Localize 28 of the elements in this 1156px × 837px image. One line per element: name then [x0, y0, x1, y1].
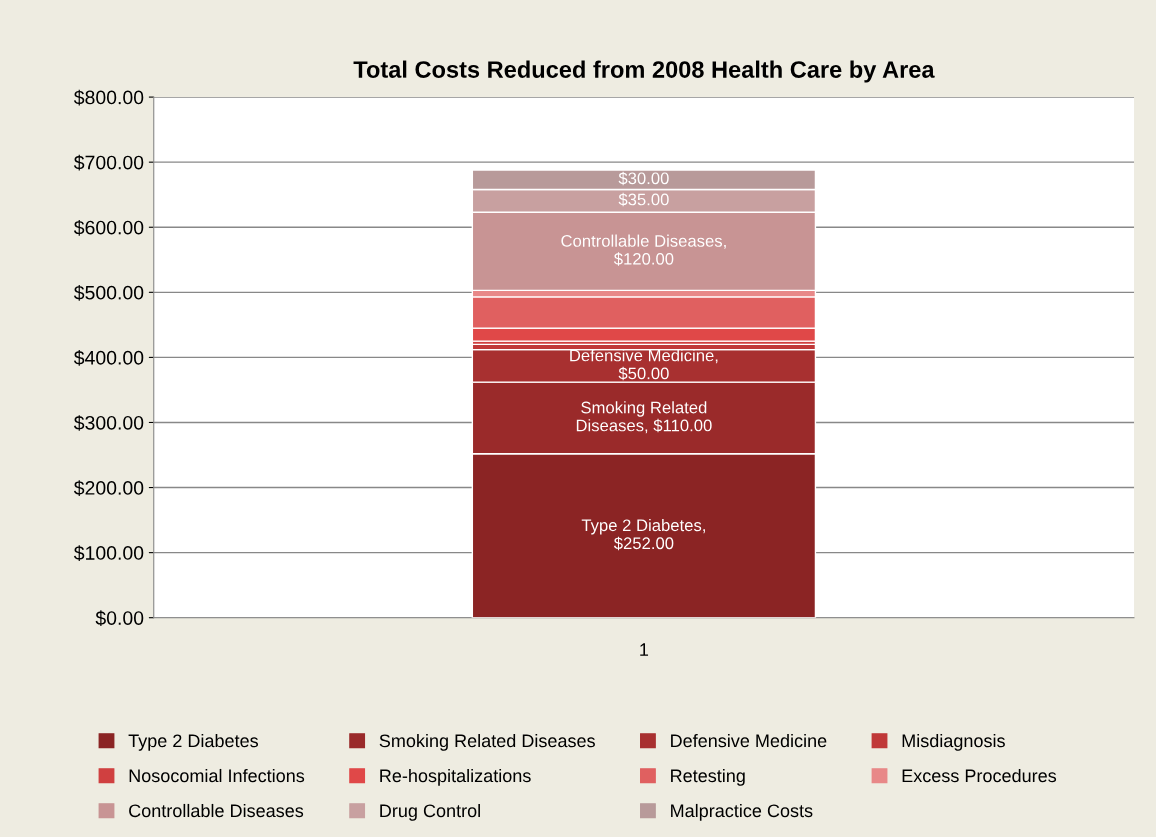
legend-label: Re-hospitalizations [380, 768, 531, 786]
y-tick-label: $300.00 [73, 415, 144, 431]
data-label: $30.00 [618, 171, 669, 186]
y-tick-label: $800.00 [73, 89, 144, 106]
legend-label: Excess Procedures [902, 768, 1057, 783]
legend-label: Malpractice Costs [671, 803, 813, 821]
data-label: $35.00 [618, 192, 669, 207]
data-label: Type 2 Diabetes, $252.00 [581, 518, 705, 551]
legend-label: Smoking Related Diseases [379, 733, 595, 751]
y-tick-label: $600.00 [73, 219, 144, 236]
y-tick-label: $400.00 [73, 350, 144, 366]
data-label: Controllable Diseases, $120.00 [561, 234, 726, 266]
legend-label: Nosocomial Infections [129, 768, 305, 783]
y-tick-label: $500.00 [73, 284, 144, 301]
y-tick-label: $200.00 [73, 480, 144, 496]
legend-label: Type 2 Diabetes [128, 733, 258, 751]
legend-label: Defensive Medicine [671, 733, 827, 748]
y-tick-label: $0.00 [95, 610, 144, 627]
chart-title: Total Costs Reduced from 2008 Health Care by Area [353, 60, 935, 83]
y-tick-label: $700.00 [73, 154, 144, 171]
y-tick-label: $100.00 [73, 545, 144, 562]
legend-label: Drug Control [380, 803, 480, 821]
legend-label: Misdiagnosis [902, 733, 1005, 751]
data-label: Defensive Medicine, $50.00 [570, 349, 718, 381]
x-tick-label: 1 [640, 643, 649, 656]
data-label: Smoking Related Diseases, $110.00 [576, 401, 712, 434]
legend-label: Retesting [671, 768, 745, 786]
legend-label: Controllable Diseases [129, 803, 304, 818]
